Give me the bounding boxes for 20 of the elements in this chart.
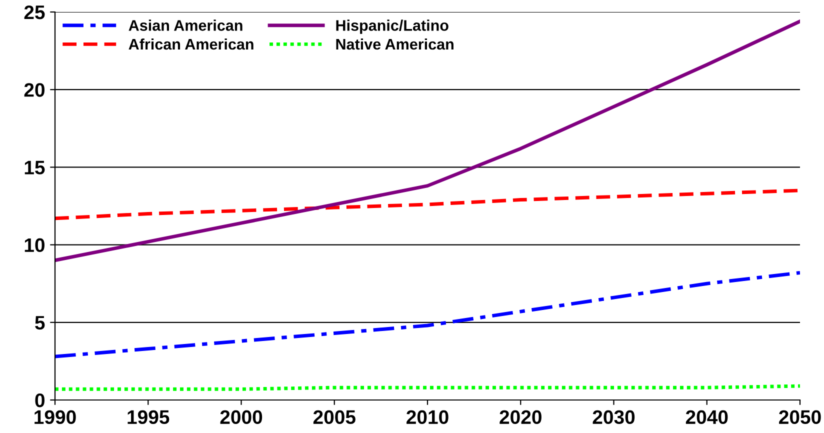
- y-tick-label: 0: [35, 393, 44, 408]
- legend-label: Native American: [336, 38, 454, 50]
- legend-label: Asian American: [128, 20, 242, 31]
- x-tick-label: 2010: [406, 410, 448, 424]
- x-tick-label: 2000: [220, 410, 262, 424]
- y-tick-label: 5: [35, 316, 45, 330]
- x-tick-label: 1995: [128, 410, 170, 424]
- x-tick-label: 2040: [686, 410, 728, 424]
- y-tick-label: 20: [24, 83, 44, 97]
- x-tick-label: 2030: [592, 410, 635, 424]
- legend-label: Hispanic/Latino: [336, 20, 448, 34]
- y-tick-label: 15: [24, 160, 45, 174]
- x-tick-label: 1990: [34, 410, 76, 424]
- y-tick-label: 25: [24, 5, 45, 20]
- y-tick-label: 10: [24, 238, 44, 252]
- x-tick-label: 2005: [313, 410, 356, 424]
- x-tick-label: 2050: [779, 410, 821, 424]
- legend-label: African American: [128, 38, 254, 50]
- x-tick-label: 2020: [500, 410, 542, 424]
- line-series: [55, 188, 800, 220]
